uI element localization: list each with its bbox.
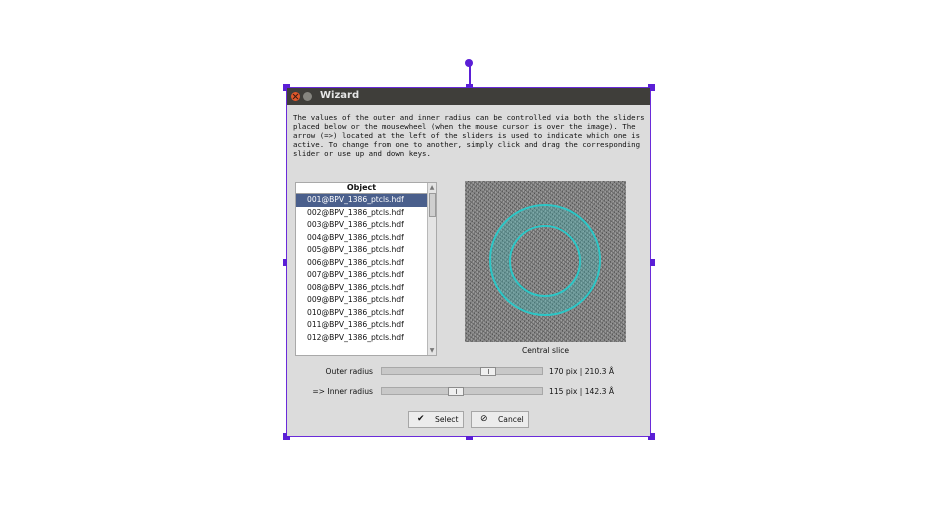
window-title: Wizard <box>320 90 360 101</box>
inner-radius-circle <box>509 225 581 297</box>
outer-radius-label: Outer radius <box>325 367 373 376</box>
list-scrollbar[interactable]: ▲ ▼ <box>427 183 436 355</box>
list-column-header[interactable]: Object <box>296 183 427 194</box>
outer-radius-circle <box>489 204 601 316</box>
rotation-handle-line <box>469 66 471 87</box>
list-item[interactable]: 012@BPV_1386_ptcls.hdf <box>307 332 404 342</box>
close-icon[interactable] <box>291 92 300 101</box>
cancel-button[interactable]: ⊘ Cancel <box>471 411 529 428</box>
central-slice-image[interactable] <box>465 181 626 342</box>
resize-handle-left[interactable] <box>283 259 290 266</box>
resize-handle-right[interactable] <box>648 259 655 266</box>
object-list[interactable]: Object 001@BPV_1386_ptcls.hdf 002@BPV_138… <box>295 182 437 356</box>
outer-radius-slider-knob[interactable] <box>480 367 496 376</box>
rotation-handle[interactable] <box>465 59 473 67</box>
resize-handle-bottom-left[interactable] <box>283 433 290 440</box>
select-button[interactable]: ✔ Select <box>408 411 464 428</box>
title-bar[interactable]: Wizard <box>287 88 650 105</box>
list-item[interactable]: 002@BPV_1386_ptcls.hdf <box>307 207 404 217</box>
list-item[interactable]: 010@BPV_1386_ptcls.hdf <box>307 307 404 317</box>
scroll-up-icon[interactable]: ▲ <box>429 184 435 191</box>
resize-handle-bottom-right[interactable] <box>648 433 655 440</box>
image-caption: Central slice <box>521 346 570 355</box>
cancel-icon: ⊘ <box>480 414 488 424</box>
instructions-text: The values of the outer and inner radius… <box>293 113 645 158</box>
list-item[interactable]: 009@BPV_1386_ptcls.hdf <box>307 295 404 304</box>
list-item[interactable]: 003@BPV_1386_ptcls.hdf <box>307 220 404 229</box>
resize-handle-top[interactable] <box>466 84 473 91</box>
list-item[interactable]: 008@BPV_1386_ptcls.hdf <box>307 282 404 292</box>
scrollbar-thumb[interactable] <box>429 193 436 217</box>
inner-radius-value: 115 pix | 142.3 Å <box>549 387 615 396</box>
resize-handle-top-right[interactable] <box>648 84 655 91</box>
list-item[interactable]: 006@BPV_1386_ptcls.hdf <box>307 257 404 267</box>
list-item[interactable]: 011@BPV_1386_ptcls.hdf <box>307 320 404 329</box>
list-item[interactable]: 004@BPV_1386_ptcls.hdf <box>307 232 404 242</box>
list-rows: 001@BPV_1386_ptcls.hdf 002@BPV_1386_ptcls… <box>296 194 427 344</box>
list-item[interactable]: 005@BPV_1386_ptcls.hdf <box>307 245 404 254</box>
resize-handle-bottom[interactable] <box>466 433 473 440</box>
inner-radius-slider[interactable] <box>381 387 543 396</box>
inner-radius-label: => Inner radius <box>312 387 373 396</box>
wizard-window: Wizard The values of the outer and inner… <box>287 88 650 436</box>
inner-radius-slider-knob[interactable] <box>448 387 464 396</box>
minimize-icon[interactable] <box>303 92 312 101</box>
scroll-down-icon[interactable]: ▼ <box>429 347 435 354</box>
outer-radius-slider[interactable] <box>381 367 543 376</box>
outer-radius-value: 170 pix | 210.3 Å <box>549 367 615 376</box>
checkmark-icon: ✔ <box>417 414 425 424</box>
resize-handle-top-left[interactable] <box>283 84 290 91</box>
list-item[interactable]: 001@BPV_1386_ptcls.hdf <box>296 194 427 207</box>
list-item[interactable]: 007@BPV_1386_ptcls.hdf <box>307 270 404 279</box>
